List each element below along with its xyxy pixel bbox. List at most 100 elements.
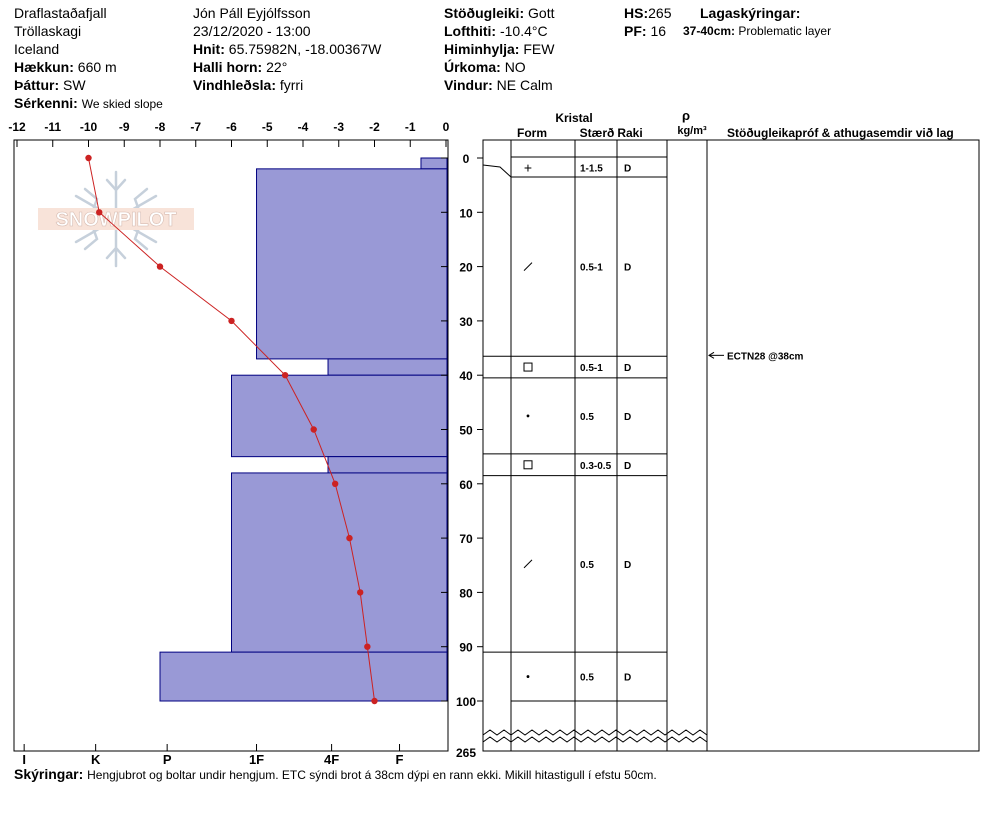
pf-value: 16	[650, 23, 667, 39]
moisture-header: Raki	[617, 126, 642, 140]
density-unit: kg/m³	[677, 125, 707, 137]
hardness-bar	[256, 168, 448, 360]
temperature-tick-label: -12	[8, 120, 26, 134]
moisture-value: D	[624, 461, 631, 472]
hardness-bar	[231, 374, 448, 458]
temperature-tick-label: -11	[44, 120, 61, 134]
crystal-form-symbol	[526, 414, 530, 418]
country-name: Iceland	[14, 41, 60, 57]
depth-tick-label: 80	[459, 586, 473, 600]
temperature-point	[371, 697, 378, 705]
problem-layer-range: 37-40cm:	[683, 24, 736, 38]
temperature-point	[357, 589, 364, 596]
temperature-tick-label: -3	[333, 120, 344, 134]
temperature-point	[331, 480, 339, 487]
crystal-form-symbol	[523, 362, 533, 372]
depth-tick-label: 20	[459, 261, 473, 275]
slope-value: 22°	[266, 59, 288, 75]
wind-loading-label: Vindhleðsla:	[193, 77, 276, 93]
layers-legend-label: Lagaskýringar:	[700, 5, 801, 21]
temperature-axis: -12 -11 -10 -9 -8 -7 -6 -5 -4 -3 -2 -1 0	[8, 120, 450, 147]
wind-label: Vindur:	[444, 77, 493, 93]
temperature-tick-label: -8	[155, 120, 166, 134]
temperature-point	[228, 317, 235, 325]
temperature-point	[156, 263, 164, 270]
crystal-size: 0.5-1	[580, 363, 603, 374]
wind-loading-value: fyrri	[279, 77, 304, 93]
size-header: Stærð	[580, 126, 615, 140]
density-symbol: ρ	[682, 108, 690, 123]
footer-label: Skýringar:	[14, 766, 84, 782]
temperature-tick-label: -7	[190, 120, 201, 134]
air-temp-label: Lofthiti:	[444, 23, 497, 39]
hardness-bar	[327, 456, 448, 474]
crystal-form-symbol	[523, 262, 533, 271]
crystal-form-symbol: +	[524, 160, 532, 176]
stability-label: Stöðugleiki:	[444, 5, 525, 21]
coords-label: Hnit:	[193, 41, 225, 57]
temperature-profile	[85, 154, 378, 705]
wind-value: NE Calm	[496, 77, 553, 93]
moisture-value: D	[624, 412, 631, 423]
depth-break-marker-bottom	[482, 736, 708, 743]
problem-layer-text: Problematic layer	[738, 24, 832, 38]
total-depth-label: 265	[456, 746, 476, 760]
pf-label: PF:	[624, 23, 647, 39]
hs-label: HS:	[624, 5, 649, 21]
form-header: Form	[517, 126, 547, 140]
hardness-tick-label: K	[91, 752, 101, 767]
temperature-tick-label: -6	[226, 120, 237, 134]
precip-value: NO	[504, 59, 526, 75]
temperature-tick-label: -2	[369, 120, 380, 134]
hardness-tick-label: P	[163, 752, 172, 767]
crystal-size: 0.5	[580, 560, 594, 571]
temperature-point	[346, 534, 353, 542]
depth-tick-label: 40	[459, 369, 473, 383]
sky-label: Himinhylja:	[444, 41, 520, 57]
temperature-tick-label: -4	[298, 120, 309, 134]
hardness-tick-label: 4F	[324, 752, 339, 767]
tests-header: Stöðugleikapróf & athugasemdir við lag	[727, 126, 954, 140]
hardness-bar	[231, 472, 448, 653]
crystal-form-symbol	[523, 559, 533, 569]
hardness-tick-label: 1F	[249, 752, 264, 767]
depth-tick-label: 0	[463, 152, 470, 166]
kristal-header: Kristal	[555, 111, 592, 125]
temperature-tick-label: 0	[443, 120, 450, 134]
hardness-bar	[327, 358, 448, 376]
footer-text: Hengjubrot og boltar undir hengjum. ETC …	[87, 768, 657, 782]
depth-tick-label: 30	[459, 315, 473, 329]
moisture-value: D	[624, 673, 631, 684]
moisture-value: D	[624, 164, 631, 175]
air-temp-value: -10.4°C	[499, 23, 548, 39]
watermark-text: SNOWPILOT	[55, 209, 176, 231]
hs-value: 265	[648, 5, 672, 21]
temperature-point	[96, 209, 103, 216]
location-name: Draflastaðafjall	[14, 5, 107, 21]
test-label: ECTN28 @38cm	[727, 351, 804, 362]
sky-value: FEW	[523, 41, 555, 57]
temperature-point	[85, 154, 92, 162]
hardness-bar	[159, 651, 448, 702]
observation-datetime: 23/12/2020 - 13:00	[193, 23, 311, 39]
features-label: Sérkenni:	[14, 95, 78, 111]
temperature-tick-label: -9	[119, 120, 130, 134]
temperature-tick-label: -10	[80, 120, 98, 134]
features-value: We skied slope	[81, 97, 163, 111]
test-arrow	[708, 351, 715, 359]
temperature-point	[364, 643, 371, 650]
depth-axis: 0 10 20 30 40 50 60 70 80 90 100	[441, 152, 483, 709]
depth-tick-label: 60	[459, 478, 473, 492]
depth-tick-label: 70	[459, 532, 473, 546]
crystal-size: 0.5	[580, 412, 594, 423]
moisture-value: D	[624, 560, 631, 571]
crystal-form-symbol	[526, 675, 530, 678]
region-name: Tröllaskagi	[14, 23, 82, 39]
hardness-bars	[159, 157, 448, 702]
crystal-form-symbol	[523, 460, 533, 470]
stability-value: Gott	[528, 5, 555, 21]
crystal-size: 1-1.5	[580, 164, 603, 175]
hardness-tick-label: F	[396, 752, 404, 767]
coords-value: 65.75982N, -18.00367W	[228, 41, 382, 57]
temperature-tick-label: -1	[405, 120, 416, 134]
